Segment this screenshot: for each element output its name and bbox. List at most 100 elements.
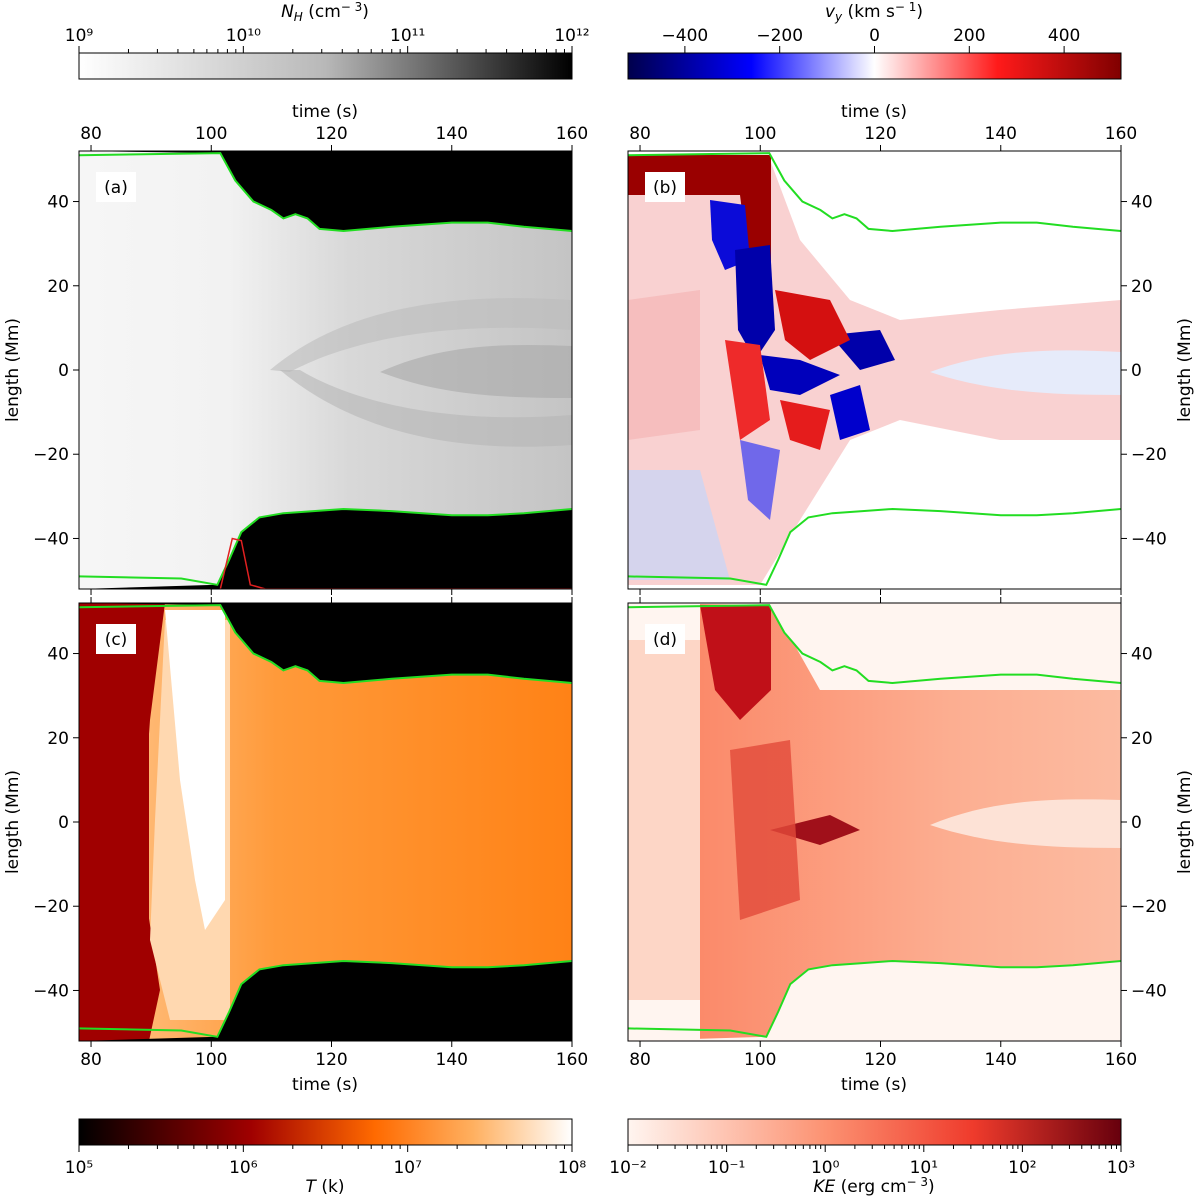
panel-b-outside-top	[628, 151, 1121, 231]
panel-c-tag-box	[96, 624, 136, 654]
panel-a: (a) 80 100 120 140 160 −40 −20 0 20 40 time (s) l…	[3, 102, 588, 595]
panel-a-tag-box	[96, 172, 136, 202]
panel-c-cool-region	[79, 603, 149, 1041]
x-tick-label: 160	[1105, 1050, 1137, 1070]
panel-a-dense-band-lower	[280, 370, 572, 447]
colorbar-vy: vy (km s− 1) −400 −200 0 200 400	[627, 0, 1122, 80]
panel-a-outside-top	[79, 151, 572, 231]
panel-c-ylabel: length (Mm)	[3, 770, 23, 874]
y-tick-label: −40	[33, 981, 69, 1001]
x-tick-label: 80	[80, 124, 102, 144]
x-tick-label: 140	[985, 1050, 1017, 1070]
panel-b-blue-patch-3	[760, 355, 840, 395]
colorbar-tick-label: 400	[1048, 26, 1080, 46]
panel-b-blue-patch-2	[735, 245, 775, 360]
colorbar-tick-label: 10⁹	[65, 26, 94, 46]
panel-d-axes: 80 100 120 140 160 −40 −20 0 20 40	[629, 597, 1167, 1070]
y-tick-label: −40	[1131, 529, 1167, 549]
y-tick-label: 0	[1131, 813, 1142, 833]
x-tick-label: 80	[80, 1050, 102, 1070]
y-tick-label: 20	[47, 729, 69, 749]
panel-c-axes: 80 100 120 140 160 −40 −20 0 20 40	[33, 597, 588, 1070]
x-tick-label: 80	[629, 1050, 651, 1070]
y-tick-label: 40	[47, 645, 69, 665]
panel-c-xlabel: time (s)	[292, 1075, 358, 1095]
colorbar-ke-label: KE (erg cm− 3)	[813, 1175, 934, 1197]
y-tick-label: 40	[47, 193, 69, 213]
y-tick-label: 20	[47, 277, 69, 297]
panel-d-xlabel: time (s)	[841, 1075, 907, 1095]
panel-b-axes: 80 100 120 140 160 −40 −20 0 20 40	[629, 124, 1167, 595]
panel-a-lower-boundary	[79, 507, 572, 586]
panel-b-ylabel: length (Mm)	[1175, 318, 1195, 422]
y-tick-label: −20	[1131, 445, 1167, 465]
x-tick-label: 120	[864, 1050, 896, 1070]
panel-b-lower-boundary	[628, 507, 1121, 586]
panel-d-outside-top	[628, 603, 1121, 683]
colorbar-tick-label: 10⁻²	[609, 1158, 646, 1178]
y-tick-label: 20	[1131, 277, 1153, 297]
panel-a-axes: 80 100 120 140 160 −40 −20 0 20 40	[33, 124, 588, 595]
panel-b-red-patch-2	[725, 340, 770, 440]
x-tick-label: 100	[195, 124, 227, 144]
y-tick-label: −20	[33, 445, 69, 465]
panel-c-cool-wedge	[140, 603, 165, 1041]
panel-b: (b) 80 100 120 140 160 −40 −20 0 20 40 time (s) l…	[627, 102, 1195, 595]
panel-b-blue-wash	[628, 470, 730, 580]
colorbar-tick-label: 10⁻¹	[708, 1158, 745, 1178]
colorbar-tick-label: 10⁰	[811, 1158, 840, 1178]
colorbar-t-label: T (k)	[306, 1177, 345, 1197]
x-tick-label: 120	[864, 124, 896, 144]
y-tick-label: 0	[58, 813, 69, 833]
colorbar-tick-label: 10³	[1107, 1158, 1135, 1178]
panel-a-ylabel: length (Mm)	[3, 318, 23, 422]
colorbar-vy-gradient	[627, 52, 1122, 80]
panel-c-upper-boundary	[79, 604, 572, 685]
panel-c-outside-top	[79, 603, 572, 683]
panel-d-streak-2	[770, 815, 860, 845]
y-tick-label: −40	[33, 529, 69, 549]
panel-d-loop-fill	[700, 603, 1121, 1041]
panel-b-red-left	[628, 290, 700, 440]
panel-a-dense-band-upper	[270, 298, 572, 372]
x-tick-label: 100	[744, 1050, 776, 1070]
colorbar-tick-label: −400	[662, 26, 709, 46]
x-tick-label: 140	[436, 124, 468, 144]
x-tick-label: 120	[315, 1050, 347, 1070]
panel-b-blue-patch-6	[740, 440, 780, 520]
panel-c-hot-core	[165, 610, 225, 930]
panel-c-tag: (c)	[105, 630, 128, 650]
panel-d-tag: (d)	[653, 630, 677, 650]
panel-c-lower-boundary	[79, 959, 572, 1038]
x-tick-label: 160	[556, 124, 588, 144]
colorbar-t-ticks: 10⁵ 10⁶ 10⁷ 10⁸	[65, 1145, 587, 1178]
panel-b-outside-bottom	[628, 509, 1121, 589]
panel-b-blue-lens	[930, 350, 1121, 395]
panel-d-tag-box	[645, 624, 685, 654]
colorbar-tick-label: 10⁶	[229, 1158, 258, 1178]
x-tick-label: 120	[315, 124, 347, 144]
panel-b-tag: (b)	[653, 178, 677, 198]
y-tick-label: 40	[1131, 645, 1153, 665]
colorbar-nh-label: NH (cm− 3)	[281, 0, 369, 24]
panel-b-red-patch-3	[780, 400, 830, 450]
colorbar-ke: 10⁻² 10⁻¹ 10⁰ 10¹ 10² 10³ KE (erg cm− 3)	[609, 1118, 1135, 1197]
y-tick-label: −20	[1131, 897, 1167, 917]
panel-c-outside-bottom	[79, 961, 572, 1041]
panel-d-lens	[930, 799, 1121, 848]
x-tick-label: 100	[195, 1050, 227, 1070]
y-tick-label: −20	[33, 897, 69, 917]
colorbar-tick-label: 10⁸	[558, 1158, 587, 1178]
colorbar-vy-label: vy (km s− 1)	[825, 0, 923, 24]
y-tick-label: 0	[1131, 361, 1142, 381]
colorbar-tick-label: 0	[869, 26, 880, 46]
x-tick-label: 160	[1105, 124, 1137, 144]
panel-b-red-patch-1	[775, 290, 850, 360]
panel-b-upper-boundary	[628, 152, 1121, 233]
colorbar-ke-ticks: 10⁻² 10⁻¹ 10⁰ 10¹ 10² 10³	[609, 1145, 1135, 1178]
panel-d-ylabel: length (Mm)	[1175, 770, 1195, 874]
colorbar-t-gradient	[78, 1118, 573, 1146]
colorbar-tick-label: 10¹	[910, 1158, 938, 1178]
x-tick-label: 140	[436, 1050, 468, 1070]
